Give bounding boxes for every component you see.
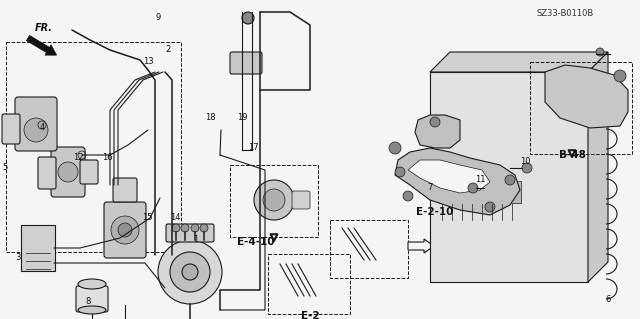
Text: 7: 7 — [428, 183, 433, 192]
Polygon shape — [408, 160, 490, 193]
FancyBboxPatch shape — [439, 181, 521, 203]
Circle shape — [505, 175, 515, 185]
Polygon shape — [588, 52, 608, 282]
FancyBboxPatch shape — [51, 147, 85, 197]
Text: 2: 2 — [165, 46, 171, 55]
FancyArrow shape — [408, 239, 434, 253]
Text: 15: 15 — [141, 213, 152, 222]
Circle shape — [58, 162, 78, 182]
Circle shape — [614, 70, 626, 82]
Circle shape — [24, 118, 48, 142]
Text: 18: 18 — [205, 114, 215, 122]
FancyBboxPatch shape — [230, 52, 262, 74]
Text: 19: 19 — [237, 114, 247, 122]
Polygon shape — [430, 72, 588, 282]
FancyBboxPatch shape — [76, 286, 108, 312]
Circle shape — [395, 167, 405, 177]
Circle shape — [263, 189, 285, 211]
Ellipse shape — [78, 306, 106, 314]
Text: 6: 6 — [605, 295, 611, 305]
Text: 4: 4 — [40, 123, 45, 132]
Ellipse shape — [78, 279, 106, 289]
Text: E-4-10: E-4-10 — [237, 237, 275, 247]
Text: FR.: FR. — [35, 23, 53, 33]
Polygon shape — [415, 115, 460, 148]
Circle shape — [522, 163, 532, 173]
Circle shape — [242, 12, 254, 24]
Circle shape — [485, 202, 495, 212]
Circle shape — [118, 223, 132, 237]
Text: 12: 12 — [73, 153, 83, 162]
FancyBboxPatch shape — [21, 225, 55, 271]
Text: 14: 14 — [170, 213, 180, 222]
Circle shape — [111, 216, 139, 244]
Text: 9: 9 — [156, 13, 161, 23]
Text: 13: 13 — [143, 57, 154, 66]
Circle shape — [468, 183, 478, 193]
FancyBboxPatch shape — [80, 160, 98, 184]
Circle shape — [181, 224, 189, 232]
Polygon shape — [395, 148, 520, 215]
Polygon shape — [430, 52, 608, 72]
Text: 11: 11 — [475, 175, 485, 184]
FancyBboxPatch shape — [2, 114, 20, 144]
Text: 8: 8 — [85, 298, 91, 307]
Circle shape — [170, 252, 210, 292]
Circle shape — [596, 48, 604, 56]
FancyBboxPatch shape — [292, 191, 310, 209]
FancyBboxPatch shape — [113, 178, 137, 202]
FancyBboxPatch shape — [15, 97, 57, 151]
Text: 1: 1 — [193, 235, 198, 244]
Text: B-48: B-48 — [559, 150, 586, 160]
Circle shape — [389, 142, 401, 154]
Circle shape — [254, 180, 294, 220]
Circle shape — [403, 191, 413, 201]
Text: 10: 10 — [520, 158, 531, 167]
FancyArrow shape — [26, 35, 56, 55]
Text: 16: 16 — [102, 153, 112, 162]
Text: E-2-10: E-2-10 — [416, 207, 454, 217]
FancyBboxPatch shape — [38, 157, 56, 189]
FancyBboxPatch shape — [166, 224, 214, 242]
Text: 5: 5 — [3, 164, 8, 173]
Circle shape — [200, 224, 208, 232]
Text: 17: 17 — [248, 144, 259, 152]
Polygon shape — [545, 65, 628, 128]
Circle shape — [158, 240, 222, 304]
Circle shape — [191, 224, 199, 232]
FancyBboxPatch shape — [104, 202, 146, 258]
Text: 3: 3 — [15, 254, 20, 263]
Circle shape — [172, 224, 180, 232]
Circle shape — [182, 264, 198, 280]
Text: SZ33-B0110B: SZ33-B0110B — [536, 10, 594, 19]
Text: E-2: E-2 — [301, 311, 319, 319]
Circle shape — [430, 117, 440, 127]
